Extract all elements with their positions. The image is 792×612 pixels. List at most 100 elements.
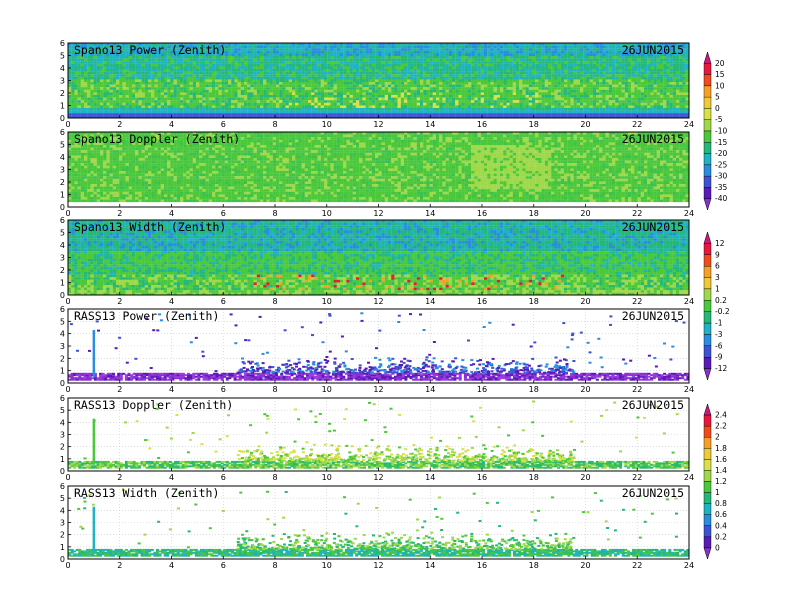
heatmap-cell: [416, 95, 421, 98]
heatmap-cell: [74, 56, 78, 59]
heatmap-cell: [554, 66, 558, 70]
heatmap-cell: [154, 92, 158, 96]
heatmap-cell: [484, 97, 488, 101]
heatmap-cell: [237, 45, 241, 49]
heatmap-cell: [624, 69, 629, 72]
heatmap-cell: [602, 71, 606, 75]
heatmap-cell: [87, 45, 91, 49]
heatmap-cell: [266, 58, 270, 62]
heatmap-cell: [445, 53, 449, 57]
heatmap-cell: [244, 56, 248, 59]
heatmap-cell: [346, 95, 350, 98]
heatmap-cell: [420, 108, 424, 111]
heatmap-cell: [381, 100, 385, 103]
heatmap-cell: [624, 87, 629, 90]
heatmap-cell: [116, 105, 120, 109]
heatmap-cell: [301, 87, 305, 90]
heatmap-cell: [100, 76, 104, 80]
heatmap-cell: [608, 105, 613, 109]
heatmap-cell: [368, 53, 373, 57]
heatmap-cell: [548, 87, 552, 90]
heatmap-cell: [359, 102, 363, 106]
heatmap-cell: [484, 53, 488, 57]
heatmap-cell: [151, 87, 155, 90]
heatmap-cell: [266, 56, 270, 59]
heatmap-cell: [282, 61, 286, 64]
heatmap-cell: [583, 84, 587, 88]
heatmap-cell: [525, 102, 529, 106]
heatmap-cell: [493, 95, 497, 98]
heatmap-cell: [525, 50, 529, 54]
heatmap-cell: [340, 53, 344, 57]
heatmap-cell: [676, 58, 680, 62]
heatmap-cell: [612, 63, 616, 67]
heatmap-cell: [253, 102, 257, 106]
heatmap-cell: [128, 100, 133, 103]
heatmap-cell: [416, 100, 421, 103]
heatmap-cell: [458, 95, 462, 98]
heatmap-cell: [461, 74, 465, 77]
heatmap-cell: [420, 43, 424, 46]
heatmap-cell: [215, 61, 219, 64]
heatmap-cell: [327, 56, 331, 59]
heatmap-cell: [557, 56, 561, 59]
heatmap-cell: [221, 50, 225, 54]
heatmap-cell: [276, 71, 280, 75]
heatmap-cell: [551, 63, 555, 67]
heatmap-cell: [416, 76, 421, 80]
heatmap-cell: [340, 97, 344, 101]
heatmap-cell: [647, 76, 651, 80]
heatmap-cell: [356, 76, 360, 80]
heatmap-cell: [170, 76, 174, 80]
heatmap-cell: [340, 71, 344, 75]
heatmap-cell: [205, 50, 209, 54]
heatmap-cell: [324, 53, 328, 57]
heatmap-cell: [381, 63, 385, 67]
heatmap-cell: [250, 71, 254, 75]
heatmap-cell: [183, 58, 187, 62]
heatmap-cell: [682, 71, 686, 75]
heatmap-cell: [362, 43, 366, 46]
heatmap-cell: [612, 79, 616, 83]
heatmap-cell: [205, 89, 209, 93]
heatmap-cell: [596, 84, 600, 88]
heatmap-cell: [503, 89, 507, 93]
heatmap-cell: [487, 71, 491, 75]
heatmap-cell: [138, 43, 142, 46]
heatmap-cell: [263, 56, 267, 59]
heatmap-cell: [567, 105, 571, 109]
heatmap-cell: [202, 53, 206, 57]
heatmap-cell: [164, 108, 168, 111]
heatmap-cell: [685, 79, 689, 83]
heatmap-cell: [503, 53, 507, 57]
heatmap-cell: [464, 58, 469, 62]
heatmap-cell: [333, 69, 337, 72]
heatmap-cell: [244, 89, 248, 93]
heatmap-cell: [650, 48, 654, 51]
heatmap-cell: [560, 89, 565, 93]
heatmap-cell: [525, 63, 529, 67]
heatmap-cell: [669, 95, 673, 98]
heatmap-cell: [157, 69, 161, 72]
heatmap-cell: [634, 89, 638, 93]
heatmap-cell: [292, 53, 296, 57]
heatmap-cell: [599, 56, 603, 59]
heatmap-cell: [103, 43, 107, 46]
heatmap-cell: [80, 97, 85, 101]
heatmap-cell: [602, 50, 606, 54]
heatmap-cell: [605, 66, 609, 70]
heatmap-cell: [212, 84, 216, 88]
heatmap-cell: [311, 95, 315, 98]
heatmap-cell: [314, 102, 318, 106]
heatmap-cell: [253, 66, 257, 70]
heatmap-cell: [682, 97, 686, 101]
heatmap-cell: [564, 105, 568, 109]
heatmap-cell: [317, 100, 321, 103]
heatmap-cell: [308, 58, 312, 62]
heatmap-cell: [74, 50, 78, 54]
heatmap-cell: [596, 89, 600, 93]
heatmap-cell: [487, 63, 491, 67]
heatmap-cell: [116, 53, 120, 57]
heatmap-cell: [128, 45, 133, 49]
heatmap-cell: [576, 50, 581, 54]
